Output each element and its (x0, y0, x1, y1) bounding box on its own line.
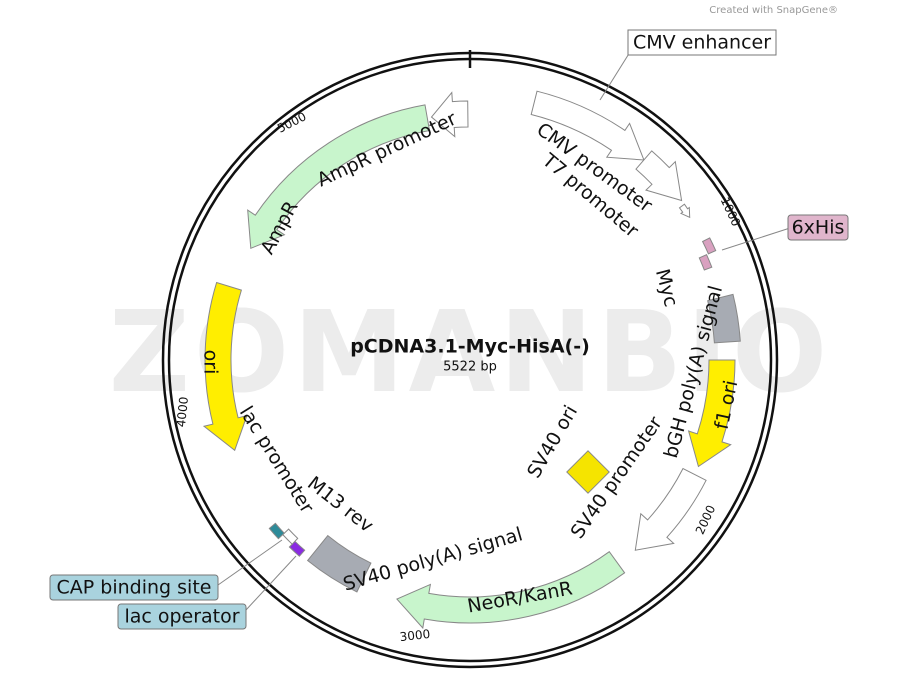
tick-label: 4000 (174, 396, 191, 428)
leader (245, 555, 297, 611)
feature-box (282, 528, 299, 545)
leader (599, 51, 631, 101)
feature-box (268, 522, 285, 540)
feature-label: 6xHis (792, 217, 845, 239)
feature-arrow (247, 104, 431, 250)
feature-arrow (634, 467, 707, 551)
feature-label: lac operator (124, 606, 239, 628)
feature-label: SV40 poly(A) signal (341, 523, 525, 595)
feature-box (698, 254, 713, 271)
feature-box (701, 237, 717, 255)
feature-label: lac promoter (235, 402, 318, 517)
plasmid-name: pCDNA3.1-Myc-HisA(-) (350, 336, 590, 358)
tick-label: 2000 (693, 503, 719, 537)
leader (217, 539, 283, 586)
feature-box (306, 534, 372, 593)
credit: Created with SnapGene® (709, 5, 838, 16)
feature-arrow (687, 359, 736, 468)
feature-box (707, 293, 741, 344)
tick-label: 3000 (399, 627, 431, 644)
label-box (627, 29, 777, 56)
feature-arrow (678, 203, 691, 219)
label-box (117, 603, 247, 630)
feature-arrow (430, 91, 469, 138)
feature-arrow (530, 90, 645, 161)
feature-label: ori (200, 350, 222, 375)
sv40-ori-mark (566, 450, 610, 494)
plasmid-length: 5522 bp (443, 360, 497, 375)
label-box (49, 574, 219, 601)
tick-label: 5000 (275, 109, 309, 135)
feature-arrow (396, 551, 626, 630)
label-box (787, 214, 849, 241)
leader (721, 227, 791, 251)
feature-label: CAP binding site (57, 577, 212, 599)
feature-arrow (202, 281, 248, 452)
feature-label: CMV enhancer (633, 32, 771, 54)
feature-arrow (635, 150, 683, 202)
